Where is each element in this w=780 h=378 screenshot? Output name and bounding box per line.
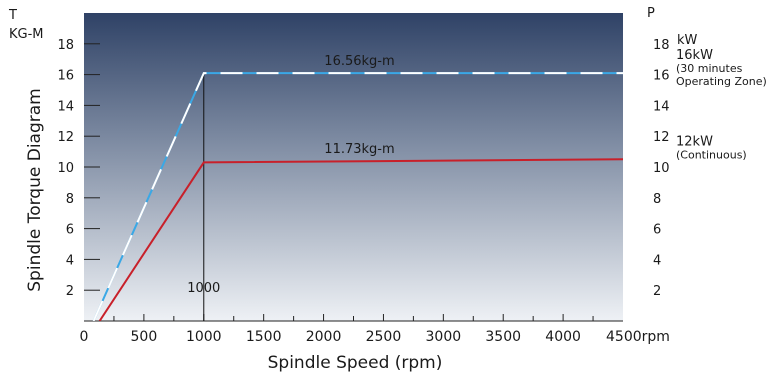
x-axis-title: Spindle Speed (rpm) [268, 353, 443, 373]
x-tick-label: 4500rpm [606, 329, 670, 345]
y-tick-label: 8 [66, 192, 74, 207]
x-tick-label: 1500 [246, 329, 282, 345]
y-tick-label: 12 [57, 130, 74, 145]
series-power-label: Operating Zone) [676, 75, 767, 88]
y2-tick-label: 8 [653, 192, 661, 207]
series-power-label: (30 minutes [676, 62, 743, 75]
y-tick-label: 2 [66, 284, 74, 299]
series-layer [92, 72, 623, 321]
y-tick-label: 18 [57, 38, 74, 53]
x-tick-label: 4000 [545, 329, 581, 345]
y2-tick-label: 10 [653, 161, 670, 176]
x-tick-label: 2000 [306, 329, 342, 345]
y-tick-label: 16 [57, 69, 74, 84]
y2-tick-label: 14 [653, 99, 670, 114]
y-tick-label: 4 [66, 253, 74, 268]
x-tick-label: 1000 [186, 329, 222, 345]
series-value-label: 16.56kg-m [324, 54, 394, 69]
x-tick-label: 0 [80, 329, 89, 345]
series-line-dash [92, 72, 623, 321]
series-value-label: 11.73kg-m [324, 142, 394, 157]
y2-tick-label: 6 [653, 223, 661, 238]
y2-tick-label: 4 [653, 253, 661, 268]
x-ticks: 0 500 1000 1500 2000 2500 3000 3500 4000 4500rpm [80, 314, 670, 345]
y2-tick-label: 16 [653, 69, 670, 84]
y-axis-title: Spindle Torque Diagram [25, 88, 45, 291]
y-unit-symbol: T [8, 8, 17, 23]
x-tick-label: 3000 [426, 329, 462, 345]
x-tick-label: 500 [131, 329, 158, 345]
y2-tick-label: 2 [653, 284, 661, 299]
series-power-label: (Continuous) [676, 148, 747, 161]
series-line [98, 158, 623, 321]
y2-tick-label: 12 [653, 130, 670, 145]
breakpoint-annotation: 1000 [187, 281, 220, 296]
y-tick-label: 10 [57, 161, 74, 176]
y2-unit: kW [677, 33, 698, 48]
y-unit: KG-M [9, 27, 44, 42]
y2-unit-symbol: P [647, 6, 655, 21]
y2-tick-label: 18 [653, 38, 670, 53]
series-power-label: 12kW [676, 134, 713, 149]
series-power-label: 16kW [676, 48, 713, 63]
y-tick-label: 14 [57, 99, 74, 114]
y-tick-label: 6 [66, 223, 74, 238]
left-ticks: 2 4 6 8 10 12 14 16 18 2 4 6 8 10 12 14 16 18 [57, 38, 669, 299]
x-tick-label: 2500 [366, 329, 402, 345]
plot-area [84, 13, 623, 321]
x-tick-label: 3500 [485, 329, 521, 345]
